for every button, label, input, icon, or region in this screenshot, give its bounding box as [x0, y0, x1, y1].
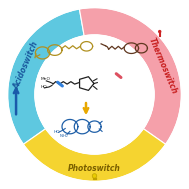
Text: Thermoswitch: Thermoswitch	[146, 36, 178, 95]
Text: $\mathregular{NH_2}$: $\mathregular{NH_2}$	[59, 133, 69, 140]
Circle shape	[92, 174, 97, 178]
Wedge shape	[79, 8, 181, 144]
Circle shape	[35, 35, 154, 154]
Text: Acidoswitch: Acidoswitch	[12, 40, 41, 91]
Wedge shape	[23, 129, 166, 181]
Text: HO: HO	[54, 130, 60, 134]
Text: MeO: MeO	[41, 77, 50, 81]
Circle shape	[158, 30, 161, 33]
Wedge shape	[8, 9, 84, 144]
Text: Photoswitch: Photoswitch	[68, 164, 121, 173]
Text: HO: HO	[41, 85, 47, 89]
